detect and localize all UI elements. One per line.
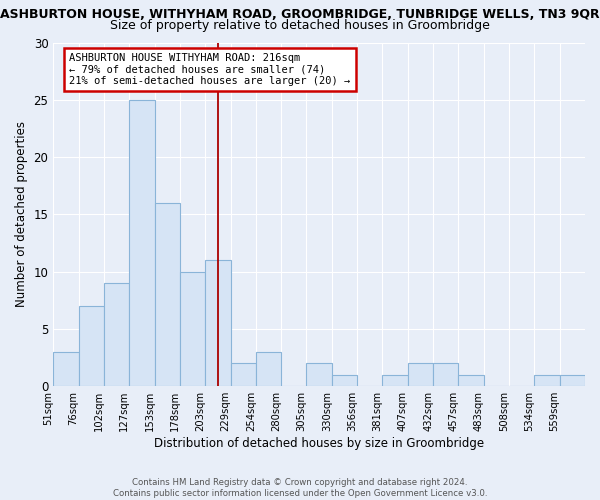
X-axis label: Distribution of detached houses by size in Groombridge: Distribution of detached houses by size … [154,437,484,450]
Y-axis label: Number of detached properties: Number of detached properties [15,122,28,308]
Bar [307,364,332,386]
Bar [535,375,560,386]
Text: ASHBURTON HOUSE WITHYHAM ROAD: 216sqm
← 79% of detached houses are smaller (74)
: ASHBURTON HOUSE WITHYHAM ROAD: 216sqm ← … [69,53,350,86]
Bar [408,364,433,386]
Bar [230,364,256,386]
Bar [382,375,408,386]
Text: Contains HM Land Registry data © Crown copyright and database right 2024.
Contai: Contains HM Land Registry data © Crown c… [113,478,487,498]
Bar [205,260,230,386]
Bar [433,364,458,386]
Bar [458,375,484,386]
Bar [129,100,155,386]
Bar [180,272,205,386]
Text: Size of property relative to detached houses in Groombridge: Size of property relative to detached ho… [110,18,490,32]
Bar [332,375,357,386]
Text: ASHBURTON HOUSE, WITHYHAM ROAD, GROOMBRIDGE, TUNBRIDGE WELLS, TN3 9QR: ASHBURTON HOUSE, WITHYHAM ROAD, GROOMBRI… [0,8,600,20]
Bar [79,306,104,386]
Bar [104,283,129,386]
Bar [256,352,281,386]
Bar [560,375,585,386]
Bar [155,203,180,386]
Bar [53,352,79,386]
